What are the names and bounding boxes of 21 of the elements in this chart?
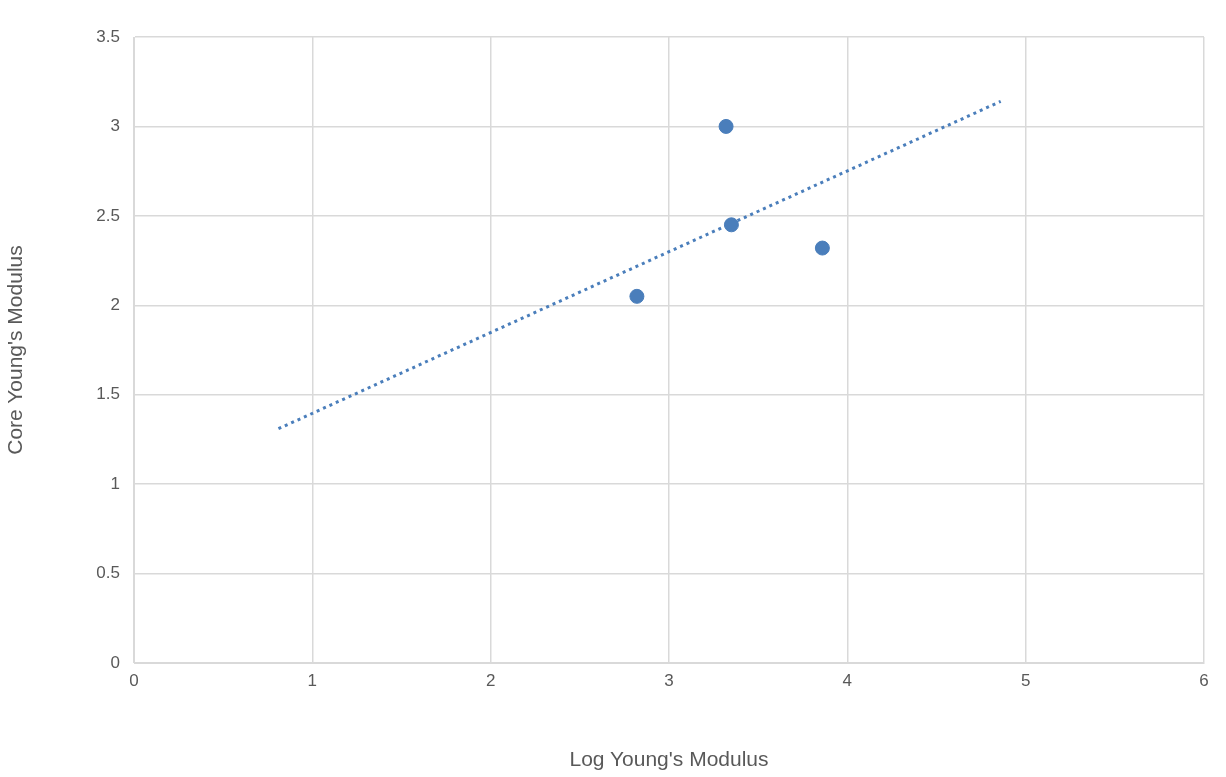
x-axis-title: Log Young's Modulus [569, 747, 769, 771]
point [723, 217, 739, 233]
y-tick-label: 1.5 [96, 384, 120, 404]
y-tick-label: 2 [110, 294, 120, 314]
y-tick-label: 0.5 [96, 563, 120, 583]
x-tick-label: 3 [664, 670, 674, 690]
point [718, 118, 734, 134]
y-tick-label: 3.5 [96, 26, 120, 46]
x-tick-label: 2 [485, 670, 496, 690]
y-tick-label: 1 [110, 473, 120, 493]
y-tick-label: 3 [110, 116, 120, 136]
y-axis-title: Core Young's Modulus [3, 245, 27, 455]
x-tick-label: 4 [842, 670, 853, 690]
y-tick-label: 0 [110, 652, 120, 672]
x-tick-label: 0 [129, 670, 139, 690]
x-tick-label: 1 [307, 670, 318, 690]
point [629, 288, 645, 304]
x-tick-label: 6 [1199, 670, 1209, 690]
y-tick-label: 2.5 [96, 205, 120, 225]
x-tick-label: 5 [1020, 670, 1031, 690]
point [814, 240, 830, 256]
